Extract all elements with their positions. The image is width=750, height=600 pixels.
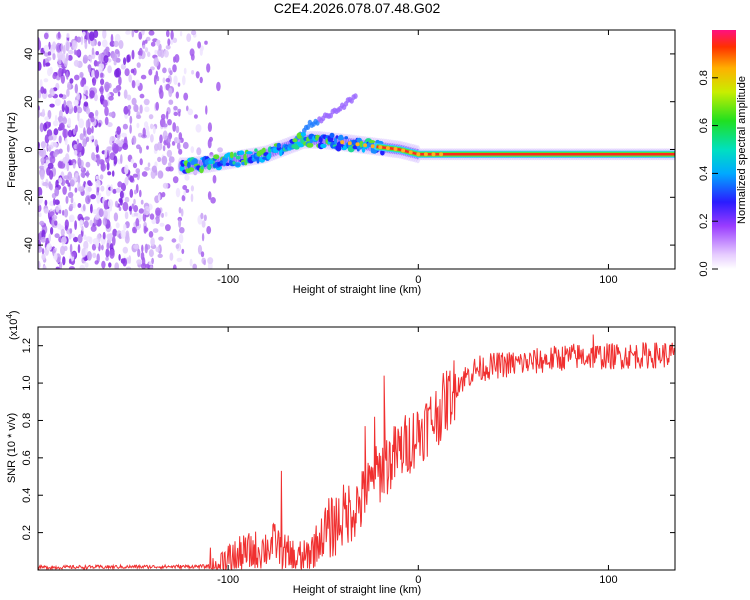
snr-xlabel: Height of straight line (km) [293, 584, 421, 596]
snr-scale-factor: (x104) [5, 310, 20, 340]
snr-ytick-label: 0.2 [21, 525, 33, 540]
colorbar-tick-label: 0.8 [698, 70, 710, 85]
spectrogram-xtick-label: 100 [599, 274, 617, 286]
colorbar-gradient [712, 30, 736, 269]
snr-xtick-label: -100 [217, 574, 239, 586]
snr-scale-exponent: 4 [5, 314, 14, 319]
snr-ytick-label: 0.8 [21, 413, 33, 428]
spectrogram-ytick-label: -40 [23, 237, 35, 253]
spectrogram-ticks: -100 0 100 -40 -20 0 20 40 [23, 30, 675, 286]
spectrogram-ytick-label: 20 [23, 96, 35, 108]
svg-text:(x104): (x104) [5, 310, 20, 340]
spectrogram-ytick-label: 0 [23, 146, 35, 152]
figure-title: C2E4.2026.078.07.48.G02 [274, 0, 441, 16]
snr-ytick-label: 0.6 [21, 450, 33, 465]
spectrogram-panel: -100 0 100 -40 -20 0 20 40 Height of straight l… [6, 29, 676, 296]
snr-panel: -100 0 100 0.2 0.4 0.6 0.8 1.0 1.2 Height of str… [5, 310, 676, 596]
signal-band [340, 140, 675, 158]
colorbar-tick-label: 0.6 [698, 118, 710, 133]
snr-plot-area [38, 334, 675, 570]
colorbar-tick-label: 0.0 [698, 261, 710, 276]
colorbar-label: Normalized spectral amplitude [736, 76, 748, 224]
colorbar-ticks: 0.0 0.2 0.4 0.6 0.8 [698, 70, 718, 277]
snr-xtick-label: 100 [599, 574, 617, 586]
colorbar-tick-label: 0.2 [698, 214, 710, 229]
colorbar: 0.0 0.2 0.4 0.6 0.8 Normalized spectral ampl… [698, 30, 748, 277]
snr-series-line [38, 334, 675, 570]
noise-region [38, 30, 224, 269]
spectrogram-ytick-label: -20 [23, 189, 35, 205]
snr-frame [37, 326, 676, 571]
spectrogram-xlabel: Height of straight line (km) [293, 284, 421, 296]
spectrogram-xtick-label: 0 [415, 274, 421, 286]
spectrogram-ylabel: Frequency (Hz) [6, 112, 18, 188]
snr-xtick-label: 0 [415, 574, 421, 586]
spectrogram-ytick-label: 40 [23, 48, 35, 60]
snr-ytick-label: 0.4 [21, 488, 33, 503]
spectrogram-image [38, 30, 675, 269]
snr-ytick-label: 1.2 [21, 338, 33, 353]
snr-ticks: -100 0 100 0.2 0.4 0.6 0.8 1.0 1.2 [21, 327, 675, 586]
snr-ylabel: SNR (10 * v/v) [6, 413, 18, 483]
spectrogram-xtick-label: -100 [217, 274, 239, 286]
snr-scale-label: (x10 [8, 319, 20, 340]
snr-ytick-label: 1.0 [21, 375, 33, 390]
colorbar-tick-label: 0.4 [698, 166, 710, 181]
